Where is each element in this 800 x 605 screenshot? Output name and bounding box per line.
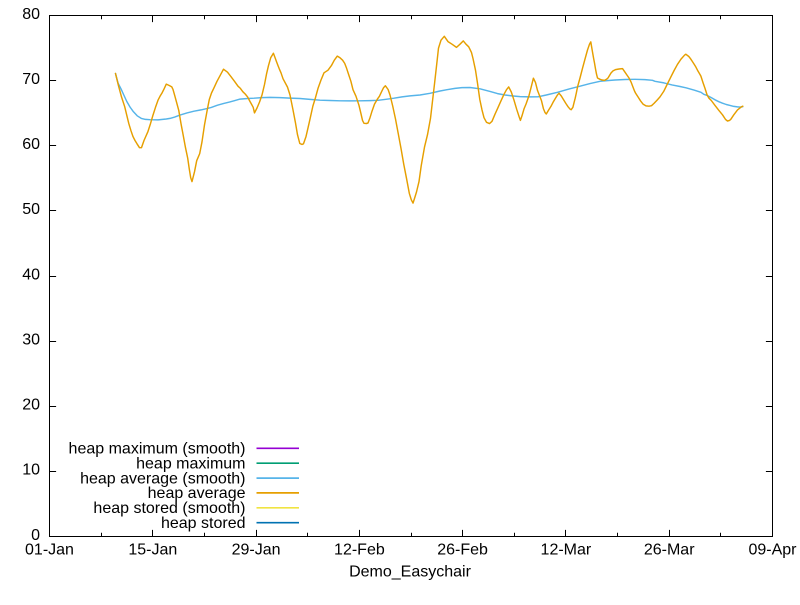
- svg-text:heap average (smooth): heap average (smooth): [80, 470, 245, 487]
- svg-text:15-Jan: 15-Jan: [128, 541, 177, 558]
- svg-text:50: 50: [22, 201, 40, 218]
- svg-text:0: 0: [31, 527, 40, 544]
- svg-text:80: 80: [22, 6, 40, 23]
- svg-text:26-Feb: 26-Feb: [437, 541, 488, 558]
- svg-text:10: 10: [22, 462, 40, 479]
- svg-text:29-Jan: 29-Jan: [232, 541, 281, 558]
- svg-text:20: 20: [22, 397, 40, 414]
- svg-text:60: 60: [22, 136, 40, 153]
- svg-text:heap stored (smooth): heap stored (smooth): [93, 500, 245, 517]
- svg-text:70: 70: [22, 71, 40, 88]
- svg-text:09-Apr: 09-Apr: [748, 541, 797, 558]
- svg-text:heap maximum (smooth): heap maximum (smooth): [69, 441, 246, 458]
- svg-text:12-Feb: 12-Feb: [334, 541, 385, 558]
- svg-text:Demo_Easychair: Demo_Easychair: [349, 564, 472, 581]
- svg-text:12-Mar: 12-Mar: [541, 541, 592, 558]
- svg-text:40: 40: [22, 266, 40, 283]
- svg-text:01-Jan: 01-Jan: [25, 541, 74, 558]
- svg-text:heap stored: heap stored: [161, 515, 246, 532]
- svg-text:heap average: heap average: [148, 485, 246, 502]
- svg-text:30: 30: [22, 331, 40, 348]
- svg-text:26-Mar: 26-Mar: [644, 541, 695, 558]
- svg-text:heap maximum: heap maximum: [136, 455, 245, 472]
